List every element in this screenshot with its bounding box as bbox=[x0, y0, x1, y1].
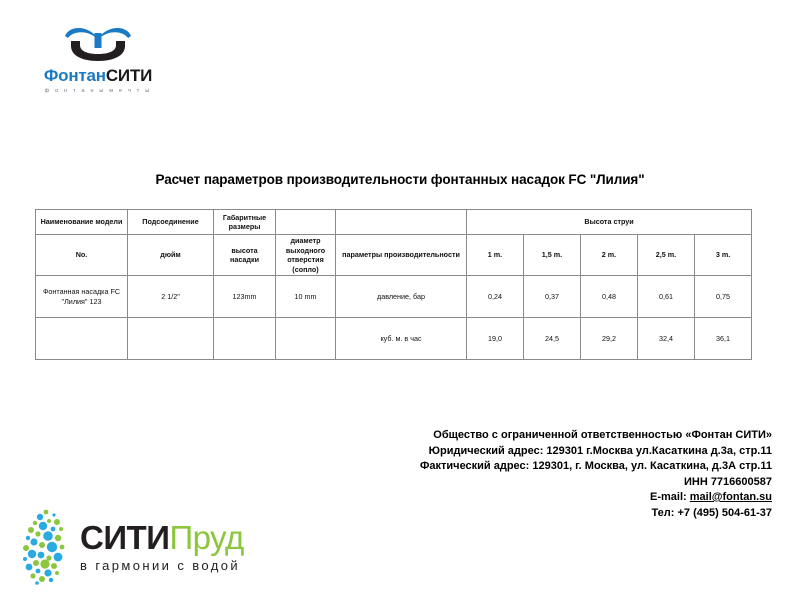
email-line: E-mail: mail@fontan.su bbox=[252, 490, 772, 506]
phone-number: Тел: +7 (495) 504-61-37 bbox=[651, 506, 772, 519]
table-header-row-1: Наименование модели Подсоединение Габари… bbox=[35, 209, 753, 235]
company-name: Общество с ограниченной ответственностью… bbox=[433, 429, 772, 441]
brand-wordmark: ФонтанСИТИ bbox=[28, 66, 168, 85]
subheader-connection: дюйм bbox=[127, 234, 214, 276]
cell-connection: 2 1/2" bbox=[127, 275, 214, 318]
actual-address: Фактический адрес: 129301, г. Москва, ул… bbox=[420, 460, 772, 472]
header-connection: Подсоединение bbox=[127, 209, 214, 235]
spec-table-container: Наименование модели Подсоединение Габари… bbox=[35, 209, 753, 360]
brand-bottom-word-part2: Пруд bbox=[169, 519, 244, 556]
cell-value-1: 19,0 bbox=[466, 317, 524, 360]
cell-value-1: 0,24 bbox=[466, 275, 524, 318]
cell-value-5: 36,1 bbox=[693, 317, 753, 360]
subheader-height-3: 2 m. bbox=[580, 234, 638, 276]
subheader-height-4: 2,5 m. bbox=[637, 234, 695, 276]
table-header-row-2: No. дюйм высота насадки диаметр выходног… bbox=[35, 234, 753, 276]
cell-value-4: 32,4 bbox=[637, 317, 695, 360]
cell-dimensions: 123mm bbox=[213, 275, 276, 318]
company-contact-block: Общество с ограниченной ответственностью… bbox=[252, 428, 772, 521]
cell-nozzle: 10 mm bbox=[275, 275, 336, 318]
brand-bottom-word-part1: СИТИ bbox=[80, 519, 170, 556]
table-row: куб. м. в час 19,0 24,5 29,2 32,4 36,1 bbox=[35, 317, 753, 360]
subheader-height-2: 1,5 m. bbox=[523, 234, 581, 276]
subheader-model: No. bbox=[35, 234, 128, 276]
cell-value-2: 0,37 bbox=[523, 275, 581, 318]
cell-model bbox=[35, 317, 128, 360]
spec-table: Наименование модели Подсоединение Габари… bbox=[35, 209, 753, 360]
subheader-param: параметры производительности bbox=[335, 234, 467, 276]
header-nozzle-empty bbox=[275, 209, 336, 235]
cell-value-3: 29,2 bbox=[580, 317, 638, 360]
subheader-dimensions: высота насадки bbox=[213, 234, 276, 276]
header-jet-height-group: Высота струи bbox=[465, 209, 753, 235]
subheader-height-1: 1 m. bbox=[466, 234, 524, 276]
subheader-nozzle: диаметр выходного отверстия (сопло) bbox=[275, 234, 336, 276]
cell-value-2: 24,5 bbox=[523, 317, 581, 360]
cell-param: куб. м. в час bbox=[335, 317, 467, 360]
table-row: Фонтанная насадка FC "Лилия" 123 2 1/2" … bbox=[35, 275, 753, 318]
cell-param: давление, бар bbox=[335, 275, 467, 318]
cell-value-4: 0,61 bbox=[637, 275, 695, 318]
brand-word-part1: Фонтан bbox=[43, 66, 106, 85]
cell-value-3: 0,48 bbox=[580, 275, 638, 318]
page-title: Расчет параметров производительности фон… bbox=[155, 172, 645, 187]
brand-logo-fontan-city: ФонтанСИТИ ф о н т а н ы м е ч т ы bbox=[28, 24, 168, 94]
cell-model: Фонтанная насадка FC "Лилия" 123 bbox=[35, 275, 128, 318]
brand-word-part2: СИТИ bbox=[105, 66, 153, 85]
legal-address: Юридический адрес: 129301 г.Москва ул.Ка… bbox=[428, 444, 772, 457]
fountain-mark-icon bbox=[48, 24, 148, 64]
water-bubbles-icon bbox=[16, 508, 74, 586]
cell-dimensions bbox=[213, 317, 276, 360]
brand-bottom-wordmark: СИТИПруд bbox=[80, 521, 244, 555]
brand-tagline: ф о н т а н ы м е ч т ы bbox=[44, 88, 152, 94]
inn-number: ИНН 7716600587 bbox=[683, 475, 772, 488]
email-link[interactable]: mail@fontan.su bbox=[689, 491, 772, 503]
email-label: E-mail: bbox=[650, 491, 690, 503]
brand-logo-city-prud: СИТИПруд в гармонии с водой bbox=[16, 508, 306, 592]
cell-value-5: 0,75 bbox=[693, 275, 753, 318]
brand-bottom-tagline: в гармонии с водой bbox=[80, 558, 241, 573]
header-param-empty bbox=[335, 209, 467, 235]
header-dimensions: Габаритные размеры bbox=[213, 209, 276, 235]
subheader-height-5: 3 m. bbox=[693, 234, 753, 276]
cell-connection bbox=[127, 317, 214, 360]
header-model: Наименование модели bbox=[35, 209, 128, 235]
cell-nozzle bbox=[275, 317, 336, 360]
